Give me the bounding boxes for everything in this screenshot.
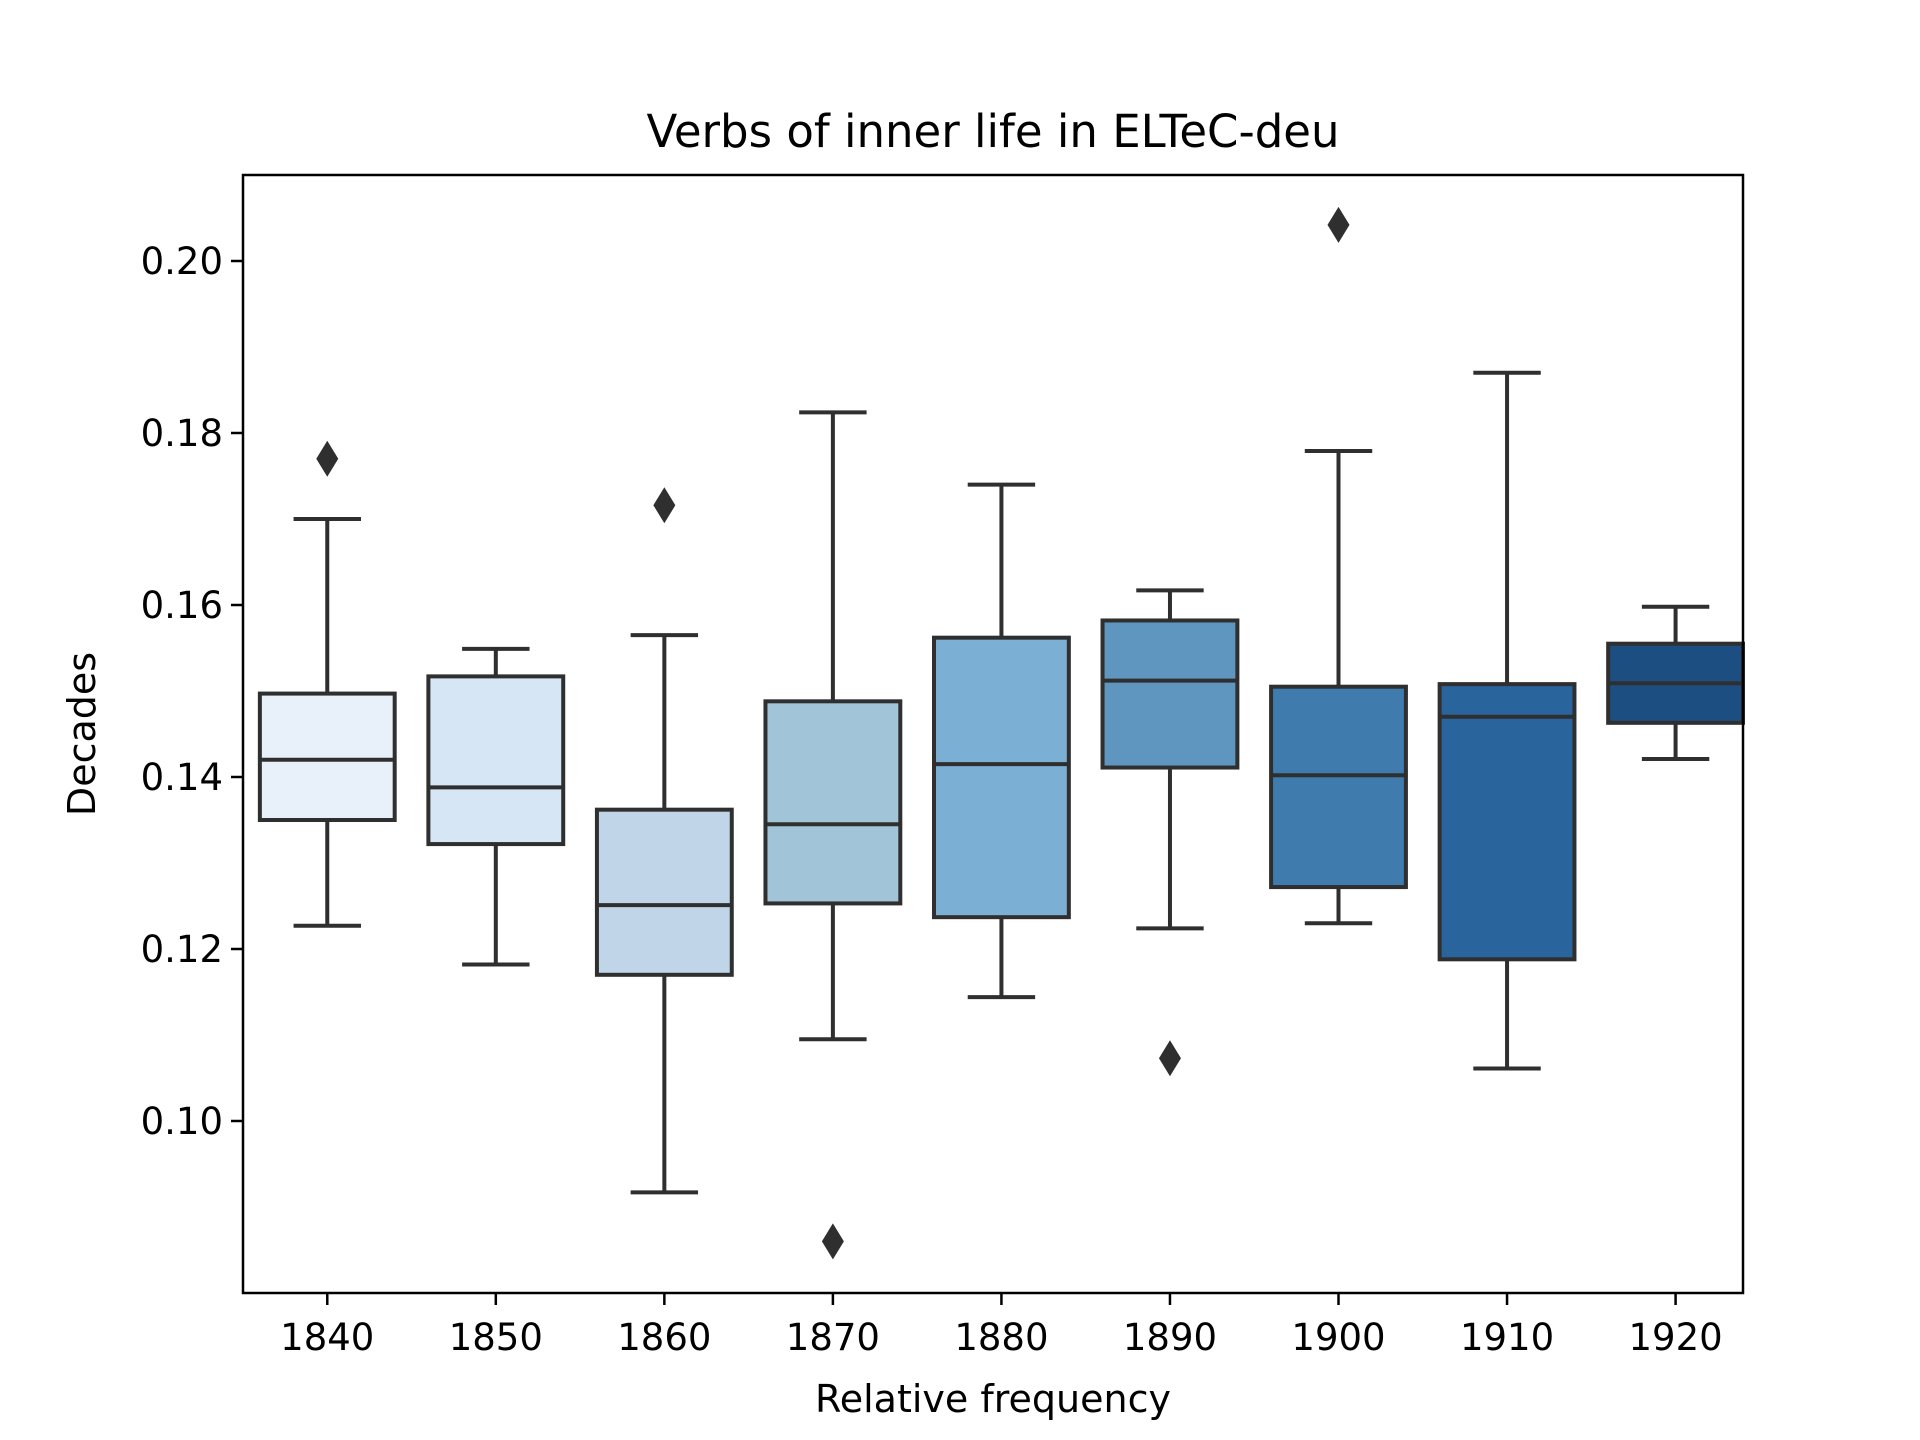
box-iqr — [594, 807, 734, 977]
outlier-point — [821, 1223, 844, 1260]
y-tick-label: 0.10 — [141, 1100, 223, 1143]
box-iqr — [426, 674, 566, 847]
box-iqr — [1269, 684, 1408, 890]
outlier-point — [1158, 1040, 1181, 1077]
x-axis-label: Relative frequency — [815, 1377, 1171, 1421]
box-1880 — [932, 482, 1071, 1000]
y-axis: 0.10 0.12 0.14 0.16 0.18 0.20 — [141, 240, 243, 1143]
box-1840 — [257, 440, 397, 928]
x-axis: 1840 1850 1860 1870 1880 1890 1900 1910 1920 — [280, 1293, 1723, 1359]
box-1850 — [426, 646, 566, 967]
box-1900 — [1269, 206, 1408, 926]
x-tick-label: 1900 — [1291, 1316, 1385, 1359]
box-1920 — [1606, 604, 1746, 761]
plot-frame — [241, 173, 1745, 1295]
x-tick-label: 1840 — [280, 1316, 374, 1359]
x-tick-label: 1870 — [786, 1316, 880, 1359]
box-iqr — [257, 691, 397, 823]
box-1870 — [763, 410, 903, 1260]
box-iqr — [763, 699, 903, 906]
y-tick-label: 0.20 — [141, 240, 223, 283]
x-tick-label: 1910 — [1460, 1316, 1554, 1359]
x-tick-label: 1920 — [1628, 1316, 1722, 1359]
x-tick-label: 1850 — [449, 1316, 543, 1359]
y-tick-label: 0.12 — [141, 928, 223, 971]
box-1860 — [594, 487, 734, 1195]
x-tick-label: 1880 — [954, 1316, 1048, 1359]
plot-area — [257, 206, 1746, 1260]
x-tick-label: 1860 — [617, 1316, 711, 1359]
y-tick-label: 0.14 — [141, 756, 223, 799]
box-iqr — [1100, 618, 1240, 770]
outlier-point — [1327, 206, 1350, 243]
outlier-point — [653, 487, 676, 524]
y-tick-label: 0.18 — [141, 412, 223, 455]
y-tick-label: 0.16 — [141, 584, 223, 627]
chart-title: Verbs of inner life in ELTeC-deu — [647, 105, 1340, 158]
box-iqr — [932, 635, 1071, 920]
box-iqr — [1437, 682, 1577, 962]
y-axis-label: Decades — [60, 652, 104, 816]
box-1890 — [1100, 588, 1240, 1077]
box-1910 — [1437, 370, 1577, 1071]
outlier-point — [316, 440, 339, 477]
x-tick-label: 1890 — [1123, 1316, 1217, 1359]
